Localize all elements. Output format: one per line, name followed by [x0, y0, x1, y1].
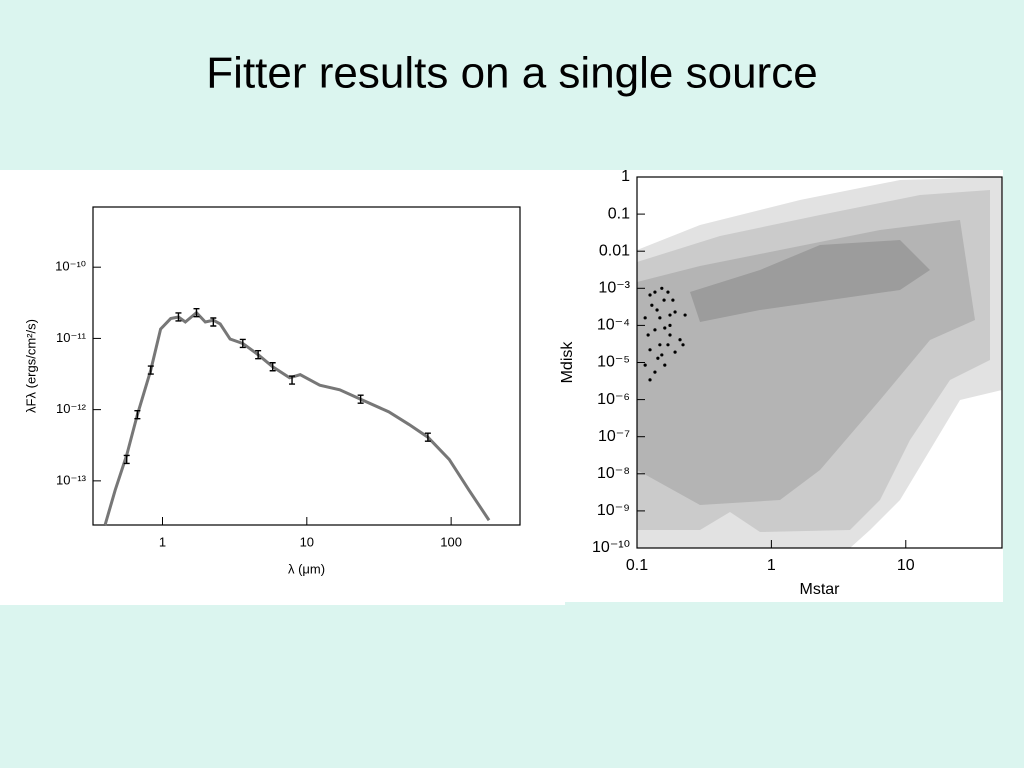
y-tick-label: 10⁻¹⁰: [55, 259, 86, 274]
point: [671, 298, 675, 302]
point: [655, 308, 659, 312]
point: [662, 298, 666, 302]
point: [648, 378, 652, 382]
data-point: [424, 432, 431, 442]
x-tick-label: 0.1: [626, 557, 648, 574]
point: [666, 290, 670, 294]
point: [648, 348, 652, 352]
chart-panel: [0, 170, 565, 605]
y-tick-label: 10⁻¹²: [56, 401, 87, 416]
point: [673, 310, 677, 314]
y-tick-label: 10⁻¹⁰: [592, 539, 630, 556]
y-tick-label: 1: [621, 168, 630, 185]
data-point: [255, 350, 262, 360]
point: [658, 343, 662, 347]
point: [648, 293, 652, 297]
point: [646, 333, 650, 337]
x-tick-label: 100: [440, 534, 462, 549]
data-point: [289, 375, 296, 385]
point: [678, 338, 682, 342]
point: [668, 333, 672, 337]
data-point: [147, 365, 154, 375]
contour: [690, 240, 930, 322]
y-tick-label: 10⁻⁴: [597, 317, 630, 334]
point: [660, 286, 664, 290]
y-tick-label: 10⁻⁹: [597, 502, 630, 519]
y-tick-label: 0.1: [608, 205, 630, 222]
y-tick-label: 0.01: [599, 242, 630, 259]
point: [660, 353, 664, 357]
point: [663, 326, 667, 330]
point: [668, 313, 672, 317]
point: [643, 316, 647, 320]
point: [681, 343, 685, 347]
data-point: [357, 394, 364, 404]
y-tick-label: 10⁻¹³: [56, 472, 87, 487]
data-point: [123, 454, 130, 465]
point: [683, 313, 687, 317]
y-tick-label: 10⁻³: [598, 280, 630, 297]
data-point: [134, 409, 141, 420]
x-tick-label: 10: [897, 557, 915, 574]
point: [653, 370, 657, 374]
x-tick-label: 10: [300, 534, 314, 549]
y-axis-label: λFλ (ergs/cm²/s): [23, 319, 38, 413]
y-axis-label: Mdisk: [559, 341, 576, 384]
point: [666, 343, 670, 347]
point: [668, 323, 672, 327]
data-point: [193, 307, 200, 318]
point: [658, 316, 662, 320]
x-tick-label: 1: [159, 534, 166, 549]
data-point: [175, 312, 182, 322]
point: [673, 350, 677, 354]
x-axis-label: Mstar: [800, 581, 841, 598]
point: [643, 363, 647, 367]
point: [653, 328, 657, 332]
y-tick-label: 10⁻⁶: [597, 391, 630, 408]
x-axis-label: λ (μm): [288, 561, 325, 576]
y-tick-label: 10⁻⁵: [597, 354, 630, 371]
data-point: [239, 338, 246, 349]
point: [650, 303, 654, 307]
point: [663, 363, 667, 367]
y-tick-label: 10⁻⁷: [598, 428, 630, 445]
point: [656, 356, 660, 360]
data-point: [210, 317, 217, 327]
y-tick-label: 10⁻¹¹: [56, 330, 87, 345]
x-tick-label: 1: [767, 557, 776, 574]
data-point: [269, 362, 276, 372]
y-tick-label: 10⁻⁸: [597, 465, 630, 482]
density-contours: [637, 177, 1002, 548]
model-curve: [103, 310, 491, 526]
point: [653, 290, 657, 294]
slide-title: Fitter results on a single source: [206, 49, 817, 98]
